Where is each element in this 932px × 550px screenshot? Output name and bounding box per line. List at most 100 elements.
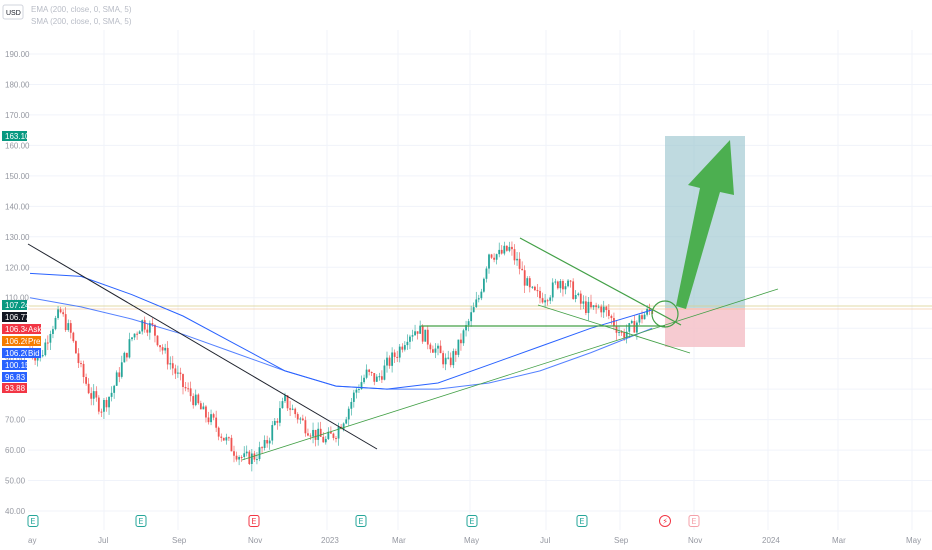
candle-body bbox=[179, 372, 182, 375]
candle-body bbox=[574, 295, 577, 299]
price-tag: 106.77 bbox=[2, 312, 30, 322]
earnings-event-icon[interactable]: E bbox=[466, 515, 478, 527]
candle-body bbox=[233, 451, 235, 456]
candle-body bbox=[358, 389, 360, 391]
ema-line bbox=[29, 272, 653, 390]
candle-body bbox=[279, 408, 281, 423]
drawings[interactable] bbox=[27, 140, 779, 461]
candle-body bbox=[636, 322, 638, 333]
ema-indicator-label[interactable]: EMA (200, close, 0, SMA, 5) bbox=[31, 5, 132, 14]
time-axis-label: Jul bbox=[98, 536, 108, 545]
candle-body bbox=[409, 336, 411, 342]
candle-body bbox=[154, 324, 156, 336]
sma-indicator-label[interactable]: SMA (200, close, 0, SMA, 5) bbox=[31, 17, 132, 26]
candle-body bbox=[276, 420, 279, 423]
candle-body bbox=[641, 315, 643, 320]
price-tag: 93.88 bbox=[2, 383, 27, 393]
candle-body bbox=[452, 351, 455, 366]
candle-body bbox=[355, 389, 358, 393]
price-tag-value: 106.77 bbox=[5, 313, 30, 322]
time-axis[interactable]: ay Jul Sep Nov 2023 Mar May Jul Sep Nov 2024 Mar May bbox=[28, 536, 921, 545]
candle-body bbox=[551, 282, 554, 298]
candle-body bbox=[516, 258, 518, 261]
candle-body bbox=[534, 286, 536, 291]
candle-body bbox=[365, 369, 368, 378]
candle-body bbox=[342, 423, 345, 429]
candle-body bbox=[472, 307, 475, 313]
candle-body bbox=[95, 391, 98, 398]
candle-body bbox=[419, 325, 422, 334]
candle-body bbox=[113, 385, 116, 393]
time-axis-label: Nov bbox=[688, 536, 702, 545]
candle-body bbox=[136, 333, 138, 335]
candle-body bbox=[495, 254, 498, 260]
downtrend-line[interactable] bbox=[27, 243, 378, 450]
channel-bottom-line[interactable] bbox=[537, 304, 691, 354]
earnings-event-icon[interactable]: E bbox=[688, 515, 700, 527]
candle-body bbox=[465, 325, 467, 331]
split-event-icon[interactable]: ⚡ bbox=[659, 515, 671, 527]
candle-body bbox=[174, 368, 177, 374]
candle-body bbox=[110, 392, 113, 397]
candle-body bbox=[235, 455, 238, 460]
price-axis[interactable]: 190.00 180.00 170.00 160.00 150.00 140.00 130.… bbox=[5, 50, 30, 516]
earnings-event-icon[interactable]: E bbox=[135, 515, 147, 527]
candle-body bbox=[266, 439, 269, 444]
breakout-circle[interactable] bbox=[651, 300, 679, 328]
candle-body bbox=[498, 249, 501, 255]
candle-body bbox=[526, 278, 529, 286]
candle-body bbox=[508, 246, 511, 251]
candle-body bbox=[500, 249, 503, 254]
candle-body bbox=[483, 278, 485, 292]
price-axis-label: 190.00 bbox=[5, 50, 30, 59]
sma-line bbox=[29, 297, 653, 390]
candle-body bbox=[363, 377, 365, 383]
candle-body bbox=[625, 331, 628, 338]
candle-body bbox=[470, 312, 473, 322]
target-arrow[interactable] bbox=[676, 140, 734, 309]
currency-button[interactable]: USD bbox=[2, 4, 24, 20]
candle-body bbox=[475, 299, 478, 308]
candle-body bbox=[184, 386, 187, 389]
candle-body bbox=[375, 376, 378, 382]
candle-body bbox=[439, 345, 442, 354]
candle-body bbox=[87, 383, 90, 394]
earnings-event-icon[interactable]: E bbox=[355, 515, 367, 527]
channel-top-line[interactable] bbox=[519, 237, 682, 326]
candle-body bbox=[240, 456, 243, 458]
candle-body bbox=[77, 353, 80, 364]
candle-body bbox=[156, 335, 159, 346]
candle-body bbox=[447, 357, 450, 359]
candle-body bbox=[590, 301, 592, 308]
candle-body bbox=[192, 396, 195, 406]
time-axis-label: May bbox=[906, 536, 921, 545]
event-markers[interactable]: E E E E E E ⚡ E bbox=[27, 515, 700, 527]
candle-body bbox=[90, 393, 93, 399]
candle-body bbox=[406, 341, 409, 346]
price-tags: 163.10107.24106.77106.34Ask106.26Pre106.… bbox=[2, 131, 42, 393]
candle-body bbox=[166, 347, 169, 365]
candle-body bbox=[462, 330, 465, 344]
time-axis-label: Mar bbox=[392, 536, 406, 545]
candle-body bbox=[222, 437, 225, 441]
earnings-event-icon[interactable]: E bbox=[576, 515, 588, 527]
stop-zone[interactable] bbox=[665, 308, 745, 347]
candle-body bbox=[115, 372, 118, 386]
earnings-event-icon[interactable]: E bbox=[248, 515, 260, 527]
candle-body bbox=[373, 373, 376, 382]
price-axis-label: 50.00 bbox=[5, 477, 26, 486]
candle-body bbox=[44, 342, 47, 356]
candle-body bbox=[210, 414, 212, 423]
candle-body bbox=[378, 376, 381, 378]
earnings-event-icon[interactable]: E bbox=[27, 515, 39, 527]
candle-body bbox=[46, 342, 49, 344]
price-axis-label: 40.00 bbox=[5, 507, 26, 516]
candle-body bbox=[271, 425, 274, 441]
event-glyph: E bbox=[469, 517, 474, 526]
price-tag-bg bbox=[2, 336, 27, 346]
candle-body bbox=[579, 293, 582, 304]
uptrend-line[interactable] bbox=[241, 288, 779, 461]
candle-body bbox=[337, 426, 340, 439]
candle-body bbox=[381, 376, 383, 380]
